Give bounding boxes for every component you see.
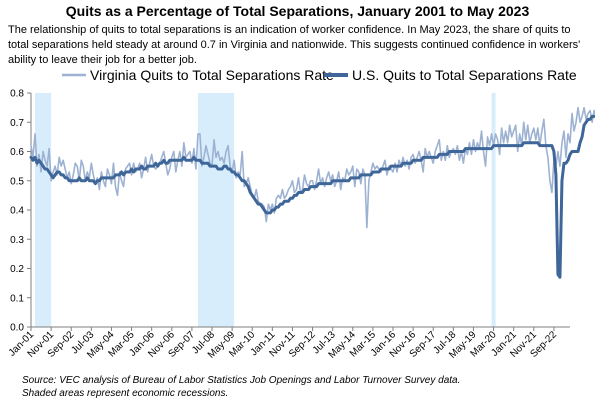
legend-us-label: U.S. Quits to Total Separations Rate (352, 67, 577, 83)
y-tick-label: 0.0 (10, 323, 24, 334)
chart-series (29, 106, 595, 279)
chart-legend: Virginia Quits to Total Separations Rate… (62, 67, 577, 83)
recession-band-1 (35, 93, 52, 327)
y-tick-label: 0.6 (10, 147, 24, 158)
y-tick-label: 0.4 (10, 206, 24, 217)
chart-axes: 0.00.10.20.30.40.50.60.70.8Jan-01Nov-01S… (7, 89, 570, 361)
recession-band-2 (197, 93, 235, 327)
legend-virginia-label: Virginia Quits to Total Separations Rate (90, 67, 334, 83)
y-tick-label: 0.7 (10, 118, 24, 129)
recession-note: Shaded areas represent economic recessio… (22, 388, 229, 399)
y-tick-label: 0.8 (10, 89, 24, 100)
recession-shading (35, 93, 496, 327)
chart-subtitle: The relationship of quits to total separ… (8, 24, 581, 66)
chart-source-note: Source: VEC analysis of Bureau of Labor … (22, 374, 460, 400)
y-tick-label: 0.3 (10, 235, 24, 246)
source-citation: Source: VEC analysis of Bureau of Labor … (22, 375, 461, 386)
y-tick-label: 0.2 (10, 264, 24, 275)
series-line-us (29, 114, 595, 279)
chart-title: Quits as a Percentage of Total Separatio… (65, 3, 530, 19)
series-line-virginia (30, 106, 595, 229)
recession-band-3 (491, 93, 496, 327)
y-tick-label: 0.1 (10, 293, 24, 304)
y-tick-label: 0.5 (10, 176, 24, 187)
